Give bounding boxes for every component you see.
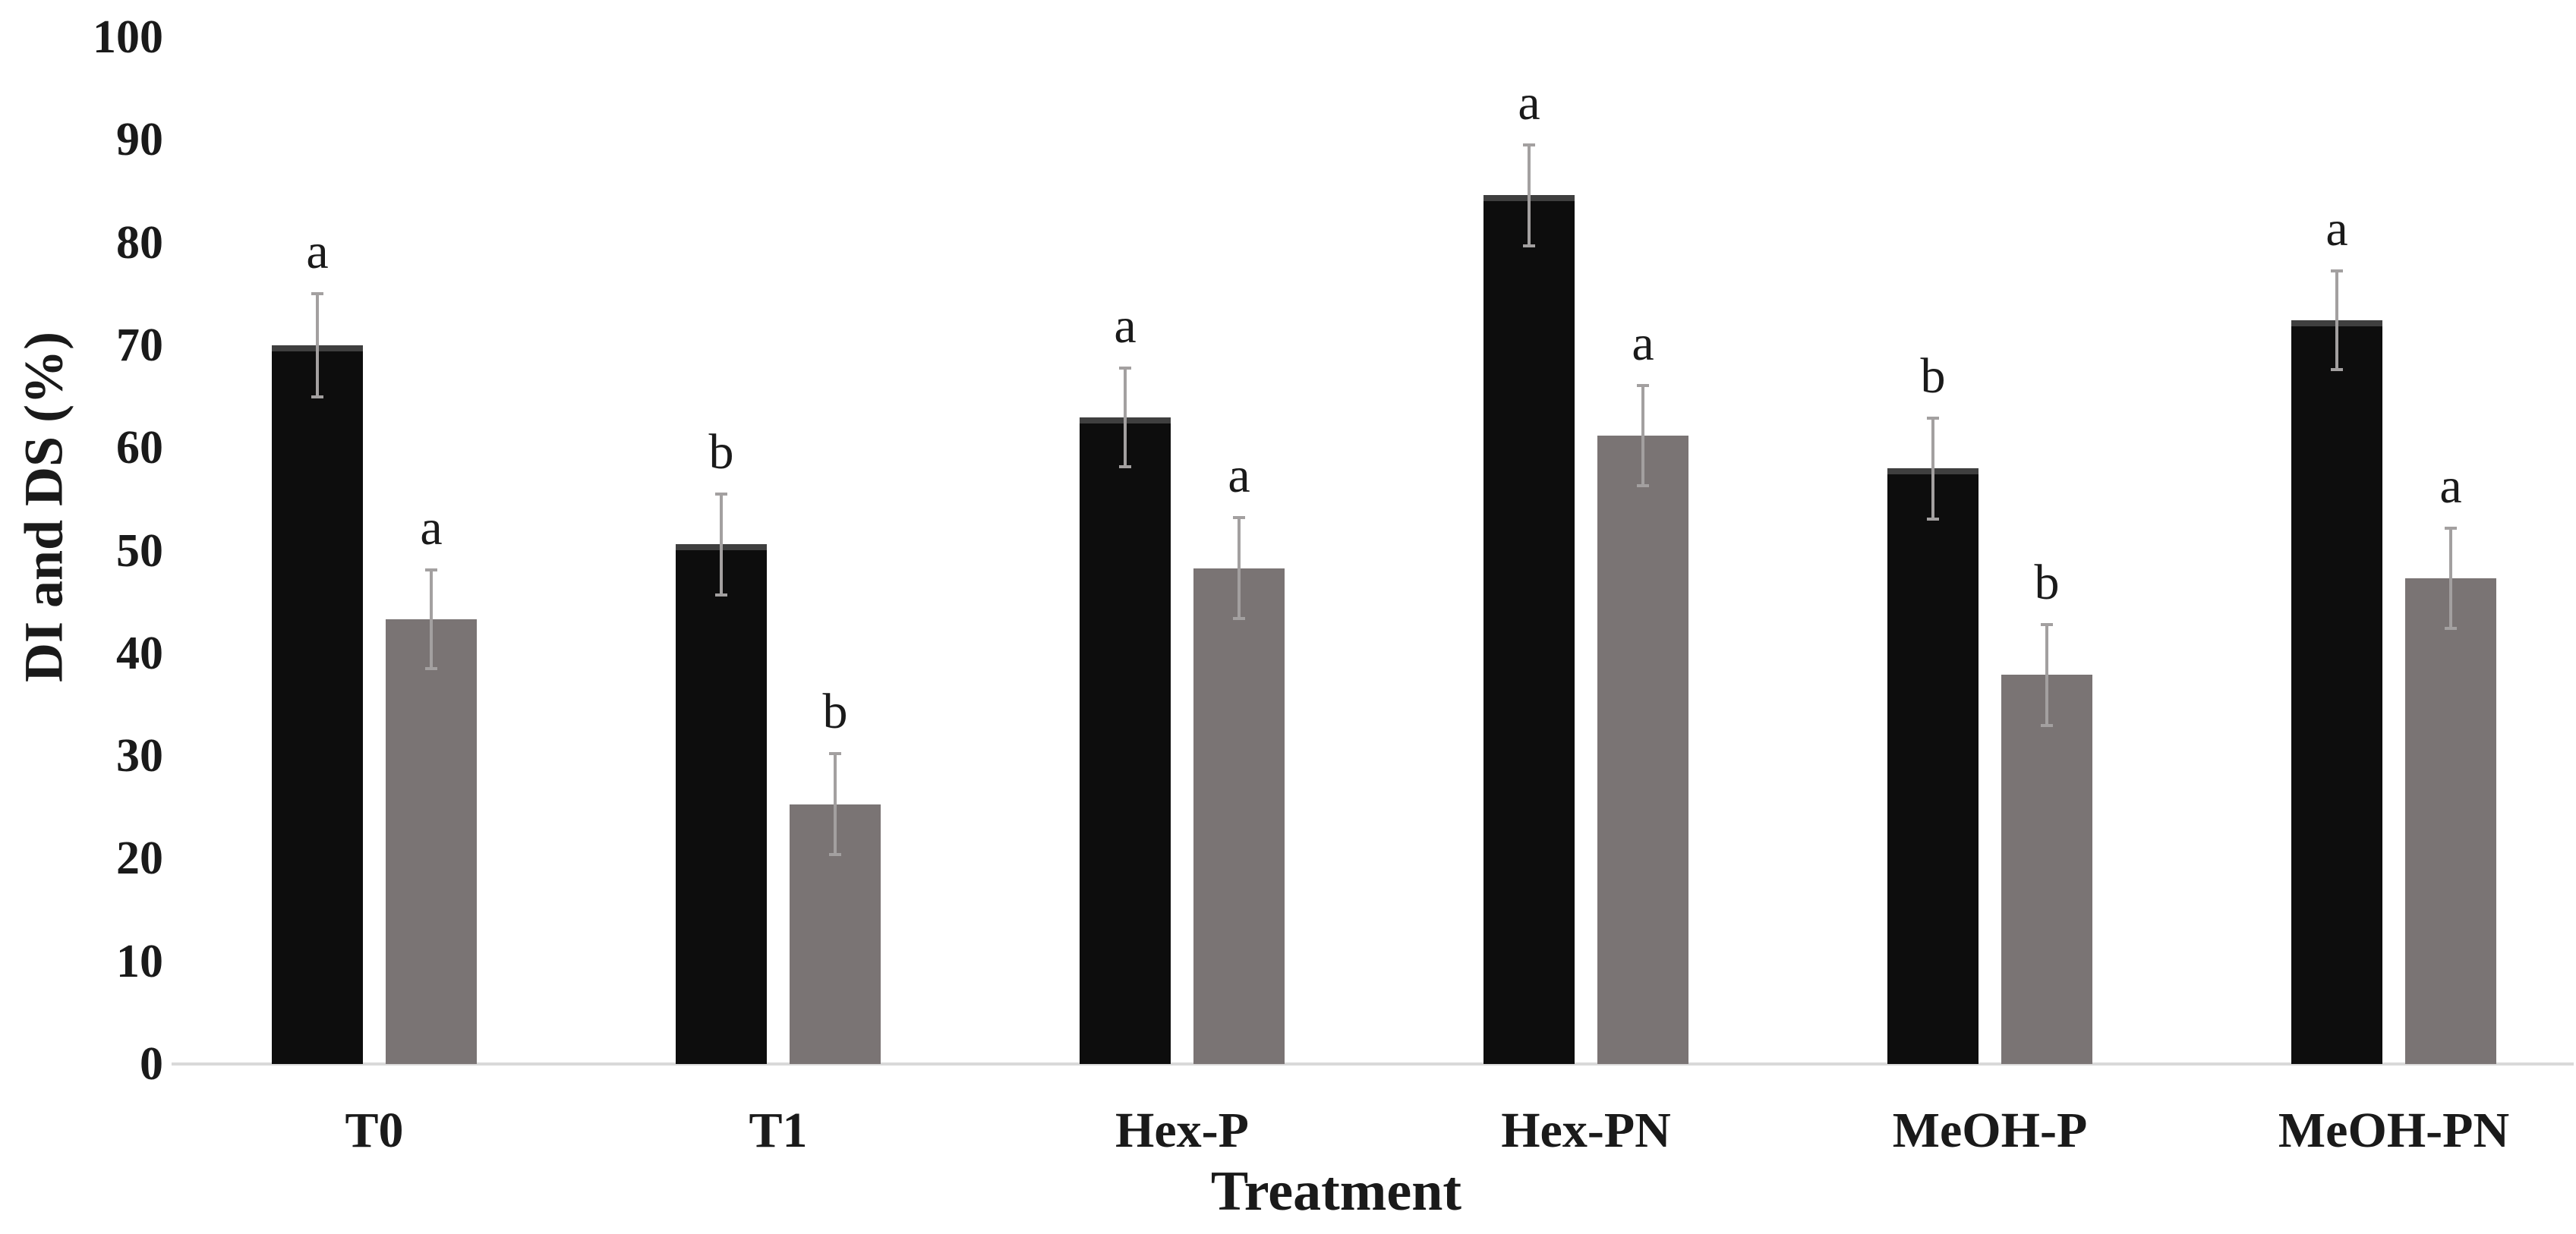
- error-bar-cap-top-di-MeOH-PN: [2331, 269, 2343, 273]
- y-tick-label-20: 20: [116, 833, 163, 885]
- error-bar-cap-bottom-di-T0: [311, 395, 323, 398]
- bar-di-MeOH-PN: [2291, 320, 2382, 1064]
- bar-di-MeOH-P: [1887, 468, 1979, 1064]
- error-bar-cap-bottom-ds-MeOH-PN: [2445, 627, 2457, 631]
- sig-letter-ds-T1: b: [822, 684, 848, 740]
- sig-letter-ds-Hex-P: a: [1228, 448, 1250, 504]
- sig-letter-di-MeOH-PN: a: [2325, 201, 2348, 257]
- error-bar-line-ds-T0: [430, 570, 433, 669]
- error-bar-line-di-MeOH-P: [1931, 417, 1934, 519]
- category-label-T1: T1: [749, 1103, 808, 1158]
- sig-letter-di-Hex-P: a: [1114, 297, 1137, 354]
- error-bar-cap-top-di-Hex-PN: [1523, 143, 1535, 147]
- sig-letter-ds-T0: a: [420, 500, 443, 556]
- error-bar-cap-bottom-ds-Hex-PN: [1637, 484, 1649, 488]
- bar-ds-MeOH-PN: [2405, 578, 2496, 1064]
- error-bar-cap-bottom-di-Hex-P: [1119, 464, 1131, 468]
- error-bar-line-di-T1: [720, 494, 723, 595]
- bar-ds-T0: [386, 619, 477, 1064]
- error-bar-cap-top-ds-T1: [829, 752, 841, 756]
- bar-di-Hex-P: [1080, 417, 1171, 1064]
- bar-ds-MeOH-P: [2001, 675, 2092, 1064]
- category-label-MeOH-P: MeOH-P: [1892, 1103, 2088, 1158]
- error-bar-cap-top-ds-Hex-PN: [1637, 383, 1649, 387]
- sig-letter-di-T1: b: [708, 424, 734, 480]
- y-tick-label-90: 90: [116, 114, 163, 166]
- error-bar-cap-top-di-Hex-P: [1119, 366, 1131, 370]
- y-tick-label-0: 0: [140, 1038, 163, 1090]
- y-tick-label-50: 50: [116, 524, 163, 577]
- y-tick-label-100: 100: [93, 11, 163, 63]
- error-bar-line-di-MeOH-PN: [2335, 271, 2338, 370]
- sig-letter-di-MeOH-P: b: [1920, 348, 1946, 404]
- category-label-MeOH-PN: MeOH-PN: [2278, 1103, 2510, 1158]
- bar-di-Hex-PN: [1483, 195, 1575, 1064]
- error-bar-line-ds-MeOH-P: [2045, 624, 2048, 726]
- sig-letter-ds-Hex-PN: a: [1632, 315, 1654, 371]
- bar-di-T1: [676, 544, 767, 1064]
- category-label-Hex-PN: Hex-PN: [1501, 1103, 1671, 1158]
- error-bar-cap-bottom-di-Hex-PN: [1523, 244, 1535, 247]
- y-tick-label-70: 70: [116, 319, 163, 371]
- error-bar-cap-bottom-di-MeOH-P: [1927, 517, 1939, 521]
- error-bar-cap-bottom-di-T1: [715, 593, 727, 597]
- bar-di-T0: [272, 345, 363, 1064]
- error-bar-line-di-T0: [316, 294, 319, 397]
- error-bar-cap-top-di-MeOH-P: [1927, 416, 1939, 420]
- error-bar-cap-bottom-ds-MeOH-P: [2041, 723, 2053, 727]
- error-bar-cap-top-ds-T0: [425, 568, 437, 572]
- error-bar-cap-bottom-ds-Hex-P: [1233, 616, 1245, 620]
- error-bar-line-di-Hex-PN: [1528, 145, 1531, 246]
- category-label-Hex-P: Hex-P: [1115, 1103, 1249, 1158]
- error-bar-line-ds-MeOH-PN: [2449, 527, 2452, 629]
- error-bar-line-di-Hex-P: [1124, 367, 1127, 467]
- category-label-T0: T0: [345, 1103, 404, 1158]
- error-bar-cap-top-di-T1: [715, 493, 727, 496]
- y-tick-label-30: 30: [116, 730, 163, 782]
- y-tick-label-40: 40: [116, 627, 163, 679]
- error-bar-cap-bottom-ds-T1: [829, 852, 841, 856]
- error-bar-line-ds-Hex-PN: [1641, 385, 1644, 486]
- sig-letter-di-Hex-PN: a: [1518, 75, 1540, 131]
- error-bar-cap-top-ds-MeOH-PN: [2445, 526, 2457, 530]
- error-bar-line-ds-T1: [834, 754, 837, 855]
- x-axis-line: [172, 1062, 2574, 1066]
- y-tick-label-10: 10: [116, 935, 163, 987]
- bar-ds-Hex-PN: [1597, 435, 1688, 1064]
- sig-letter-ds-MeOH-PN: a: [2439, 458, 2462, 514]
- sig-letter-ds-MeOH-P: b: [2034, 554, 2060, 610]
- y-tick-label-60: 60: [116, 422, 163, 474]
- error-bar-line-ds-Hex-P: [1238, 518, 1241, 619]
- error-bar-cap-top-ds-MeOH-P: [2041, 622, 2053, 626]
- y-tick-label-80: 80: [116, 216, 163, 269]
- sig-letter-di-T0: a: [306, 224, 329, 280]
- error-bar-cap-bottom-di-MeOH-PN: [2331, 368, 2343, 372]
- x-axis-title: Treatment: [1210, 1160, 1462, 1223]
- error-bar-cap-top-di-T0: [311, 292, 323, 296]
- bar-ds-Hex-P: [1193, 568, 1285, 1064]
- error-bar-cap-top-ds-Hex-P: [1233, 516, 1245, 520]
- error-bar-cap-bottom-ds-T0: [425, 667, 437, 671]
